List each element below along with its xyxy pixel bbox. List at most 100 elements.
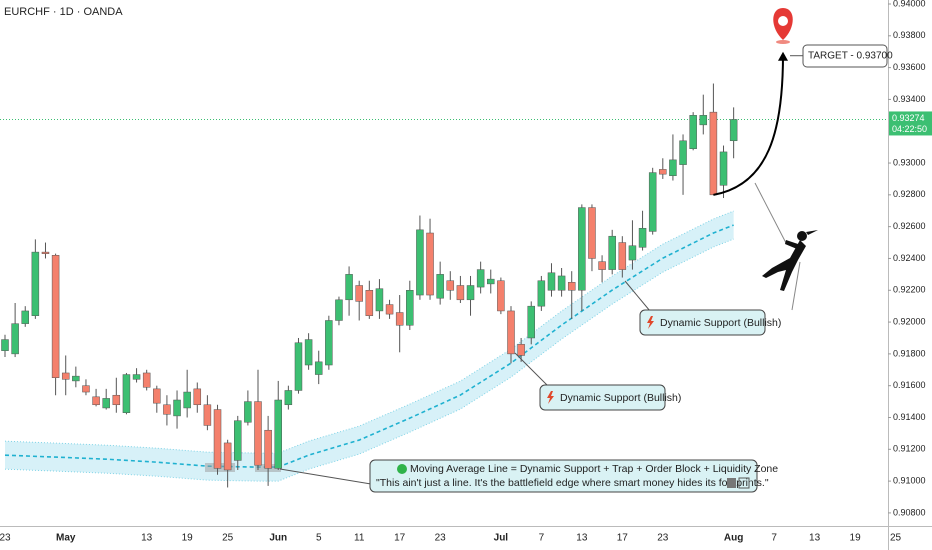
candle-body	[11, 323, 19, 355]
candle-body	[669, 159, 677, 177]
candle-body	[102, 398, 110, 409]
x-tick-label: Jun	[269, 533, 287, 544]
ma-callout: Moving Average Line = Dynamic Support + …	[279, 459, 778, 493]
candle-body	[679, 140, 687, 165]
y-tick-label: 0.92800	[893, 189, 926, 199]
target-arrow	[713, 54, 784, 196]
candle-body	[122, 374, 131, 413]
candle-body	[487, 278, 495, 285]
target-box	[802, 44, 888, 68]
candle-body	[223, 442, 232, 471]
x-tick-label: 13	[141, 533, 153, 544]
x-tick-label: 17	[617, 533, 629, 544]
candle-body	[51, 255, 60, 378]
y-tick-label: 0.91800	[893, 348, 926, 358]
candle-body	[294, 342, 303, 391]
candle-body	[132, 374, 141, 380]
callout-text: Dynamic Support (Bullish)	[560, 392, 681, 404]
candle-body	[345, 274, 353, 301]
candle-body	[21, 310, 29, 324]
target-callout: TARGET - 0.93700	[773, 8, 893, 68]
callout-box	[639, 309, 766, 336]
candle-body	[304, 339, 313, 366]
bolt-icon	[547, 391, 554, 404]
x-tick-label: 19	[850, 533, 862, 544]
candle-body	[72, 375, 80, 382]
chart-title: EURCHF · 1D · OANDA	[4, 6, 123, 18]
x-tick-label: 13	[809, 533, 821, 544]
ma-band	[5, 211, 734, 482]
x-tick-label: 7	[771, 533, 777, 544]
x-tick-label: May	[56, 533, 76, 544]
y-tick-label: 0.92400	[893, 253, 926, 263]
green-dot-icon	[397, 464, 407, 474]
candle-body	[446, 280, 455, 291]
icon	[727, 478, 736, 488]
candle-body	[41, 251, 50, 254]
x-tick-label: 23	[435, 533, 447, 544]
x-tick-label: Aug	[724, 533, 743, 544]
candle-body	[507, 310, 515, 355]
pin-shadow	[776, 40, 790, 44]
x-tick-label: 23	[0, 533, 11, 544]
candle-body	[385, 304, 394, 315]
y-tick-label: 0.93000	[893, 157, 926, 167]
candle-body	[264, 429, 272, 469]
candle-body	[709, 111, 718, 196]
candle-body	[163, 404, 171, 415]
candle-body	[284, 390, 293, 406]
candle-body	[213, 409, 222, 469]
candle-body	[476, 269, 485, 288]
candle-body	[608, 235, 616, 270]
candle-body	[112, 394, 121, 406]
candle-body	[567, 282, 576, 291]
candle-body	[335, 299, 343, 321]
last-price-label: 0.93274	[892, 113, 925, 123]
candle-body	[689, 115, 697, 149]
candle-body	[416, 229, 424, 296]
ma-band-layer	[0, 118, 888, 482]
pin-icon-hole	[778, 16, 788, 26]
candle-body	[628, 245, 637, 261]
candle-body	[648, 172, 657, 232]
candle-body	[527, 305, 535, 339]
candle-body	[547, 272, 556, 291]
figure-hair	[806, 230, 818, 235]
candle-body	[355, 285, 363, 302]
candle-body	[426, 232, 434, 296]
candle-body	[466, 285, 475, 301]
candle-body	[729, 119, 738, 142]
figure-head	[797, 231, 807, 241]
candle-body	[375, 288, 384, 312]
y-tick-label: 0.91400	[893, 412, 926, 422]
candle-body	[598, 261, 606, 270]
candle-body	[436, 274, 444, 299]
target-label: TARGET - 0.93700	[808, 51, 893, 62]
candle-body	[82, 385, 90, 393]
x-tick-label: 19	[182, 533, 194, 544]
x-tick-label: 5	[316, 533, 322, 544]
x-tick-label: 7	[539, 533, 545, 544]
callout-line: "This ain't just a line. It's the battle…	[376, 477, 769, 489]
y-tick-label: 0.91600	[893, 380, 926, 390]
support-callout-upper: Dynamic Support (Bullish)	[624, 280, 781, 336]
candle-body	[557, 275, 566, 291]
candle-body	[142, 372, 151, 388]
candle-body	[395, 312, 404, 326]
support-callout-lower: Dynamic Support (Bullish)	[514, 352, 681, 411]
candle-body	[274, 399, 282, 469]
candle-body	[537, 280, 546, 307]
y-tick-label: 0.93600	[893, 62, 926, 72]
bolt-icon	[647, 316, 654, 329]
candle-body	[314, 361, 323, 375]
candle-body	[456, 285, 465, 301]
candle-body	[1, 339, 9, 351]
candle-body	[497, 280, 505, 312]
candle-body	[699, 115, 708, 126]
rope	[754, 182, 787, 244]
candle-body	[234, 420, 242, 461]
candle-body	[193, 388, 202, 406]
callout-pointer	[279, 468, 372, 485]
y-tick-label: 0.91000	[893, 475, 926, 485]
